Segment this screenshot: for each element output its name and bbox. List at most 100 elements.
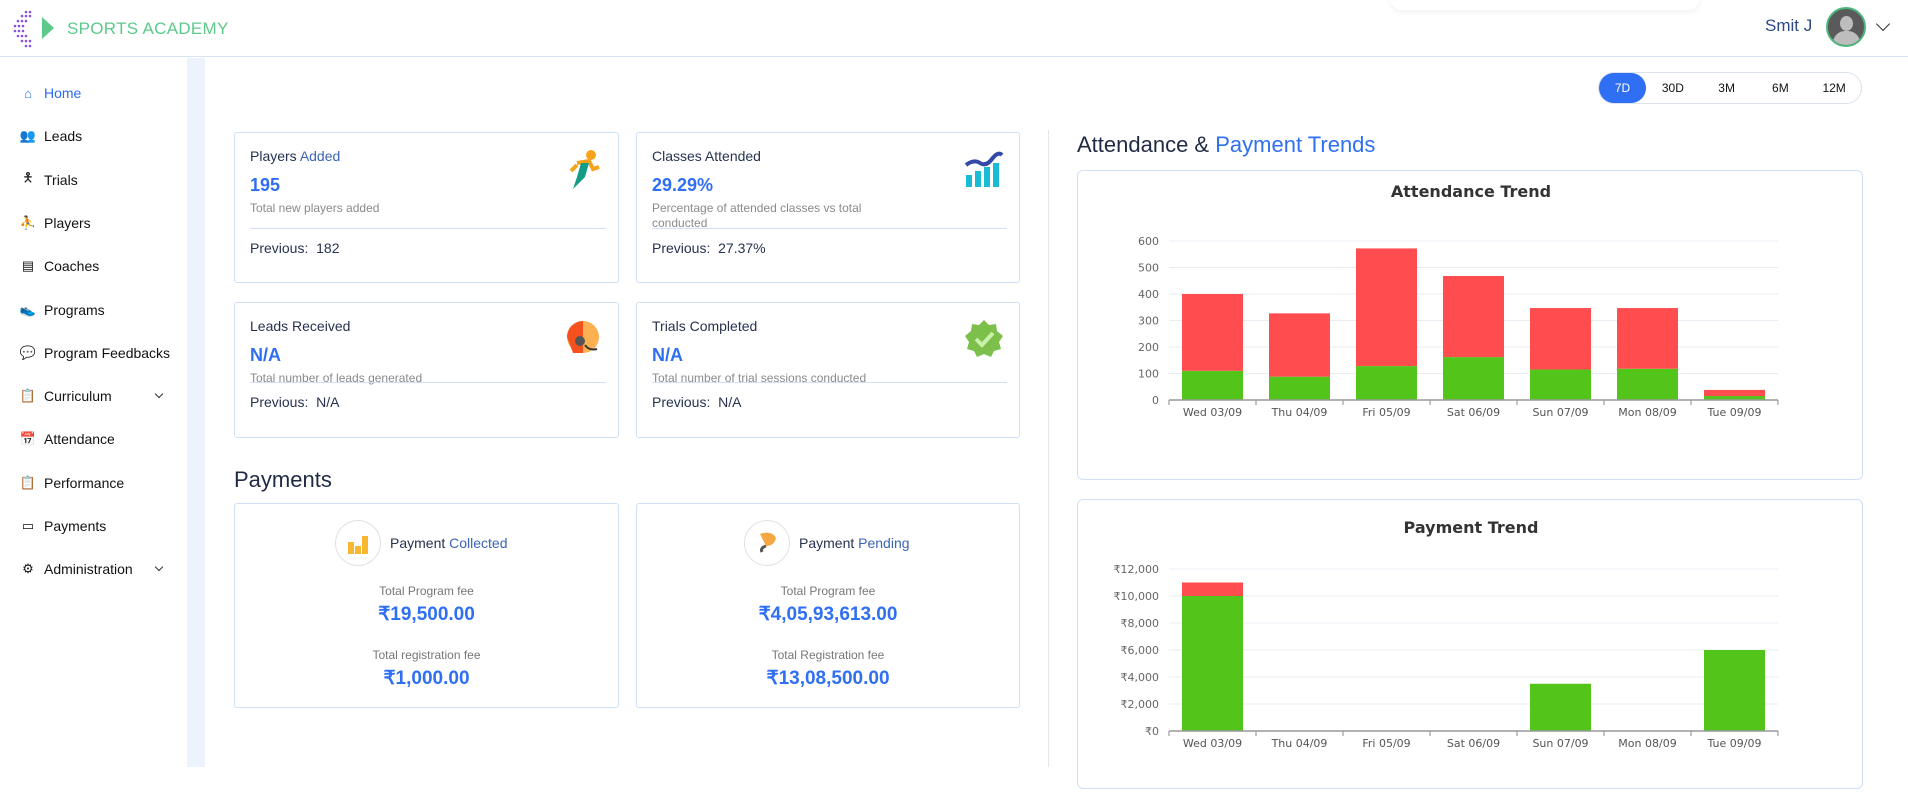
attendance-chart-card: Attendance Trend 0 100 200 300 400 500 600 Wed 0… [1077, 170, 1863, 480]
x-tick-label: Sun 07/09 [1532, 406, 1588, 419]
y-tick-label: 300 [1138, 315, 1159, 328]
x-tick-label: Wed 03/09 [1183, 737, 1242, 750]
fee-amount: ₹4,05,93,613.00 [758, 604, 898, 625]
stat-value: 29.29% [652, 175, 714, 195]
sidebar-item-program-feedbacks[interactable]: 💬 Program Feedbacks [20, 345, 170, 361]
bar-segment [1704, 389, 1765, 397]
previous-label: Previous: [652, 240, 711, 256]
sidebar-item-players[interactable]: ⛹ Players [20, 215, 91, 231]
y-tick-label: 0 [1152, 394, 1159, 407]
filter-6m[interactable]: 6M [1772, 81, 1789, 95]
x-tick-label: Sat 06/09 [1447, 406, 1500, 419]
x-tick-label: Thu 04/09 [1271, 406, 1328, 419]
chevron-down-icon[interactable] [1875, 16, 1891, 32]
y-tick-label: 100 [1138, 368, 1159, 381]
sidebar-item-performance[interactable]: 📋 Performance [20, 475, 124, 491]
stat-description: Percentage of attended classes vs total … [652, 201, 862, 230]
bar-segment [1356, 248, 1417, 367]
x-tick-label: Thu 04/09 [1271, 737, 1328, 750]
chevron-down-icon[interactable] [154, 563, 164, 572]
floating-panel [1390, 0, 1700, 10]
admin-icon: ⚙ [22, 561, 34, 577]
previous-value: 182 [316, 240, 340, 256]
sidebar-item-label: Leads [44, 128, 83, 145]
sidebar-divider [187, 58, 205, 767]
players-icon: ⛹ [19, 214, 37, 230]
filter-3m[interactable]: 3M [1718, 81, 1735, 95]
payment-title-text: Payment [799, 535, 855, 551]
sidebar-item-label: Coaches [44, 258, 100, 275]
bar-segment [1269, 376, 1330, 400]
stat-title-text: Trials Completed [652, 318, 758, 334]
stat-title: Leads Received [250, 318, 350, 334]
stat-description: Total number of leads generated [250, 371, 423, 385]
fee-amount: ₹1,000.00 [383, 668, 470, 689]
sidebar-item-programs[interactable]: 👟 Programs [20, 302, 105, 318]
sidebar-item-label: Curriculum [44, 388, 112, 405]
x-tick-label: Mon 08/09 [1618, 406, 1676, 419]
previous-value: N/A [718, 394, 742, 410]
chart-title: Attendance Trend [1391, 182, 1551, 201]
bar-segment [1617, 308, 1678, 369]
chart-title: Payment Trend [1404, 518, 1539, 537]
sidebar-item-coaches[interactable]: ▤ Coaches [20, 258, 99, 274]
stat-card: Trials Completed N/A Total number of tri… [636, 302, 1020, 438]
trends-heading-accent: Payment Trends [1215, 132, 1376, 157]
avatar[interactable] [1826, 7, 1866, 47]
stat-title: Classes Attended [652, 148, 761, 164]
coaches-icon: ▤ [21, 258, 35, 274]
sidebar-item-curriculum[interactable]: 📋 Curriculum [19, 388, 164, 405]
y-tick-label: ₹0 [1145, 725, 1159, 738]
stat-previous: Previous: N/A [250, 394, 339, 410]
bar-segment [1182, 596, 1243, 731]
sidebar-item-label: Programs [44, 301, 105, 318]
home-icon: ⌂ [24, 85, 32, 101]
x-tick-label: Tue 09/09 [1707, 406, 1762, 419]
sidebar: ⌂ Home 👥 Leads 🯅 Trials ⛹ Players ▤ Coac… [0, 58, 187, 767]
fee-label: Total registration fee [372, 648, 481, 662]
sidebar-item-administration[interactable]: ⚙ Administration [20, 561, 164, 578]
programs-icon: 👟 [19, 301, 37, 317]
stat-previous: Previous: 27.37% [652, 240, 766, 256]
curriculum-icon: 📋 [19, 388, 37, 404]
y-tick-label: ₹2,000 [1121, 698, 1160, 711]
y-tick-label: ₹12,000 [1114, 563, 1160, 576]
x-tick-label: Sat 06/09 [1447, 737, 1500, 750]
trials-icon: 🯅 [22, 169, 34, 185]
logo-icon [13, 10, 54, 48]
runner-icon [563, 149, 603, 189]
sidebar-item-home[interactable]: ⌂ Home [20, 85, 81, 101]
bar-segment [1443, 275, 1504, 358]
sidebar-item-leads[interactable]: 👥 Leads [20, 128, 82, 144]
y-tick-label: 200 [1138, 341, 1159, 354]
stat-title: Trials Completed [652, 318, 757, 334]
sidebar-item-label: Administration [44, 561, 133, 578]
card-divider [652, 228, 1007, 229]
bar-segment [1530, 308, 1591, 370]
sidebar-item-attendance[interactable]: 📅 Attendance [20, 431, 115, 447]
sidebar-item-label: Players [44, 214, 91, 231]
sidebar-item-payments[interactable]: ▭ Payments [20, 518, 106, 534]
y-tick-label: ₹10,000 [1114, 590, 1160, 603]
payment-chart: Payment Trend ₹0 ₹2,000 ₹4,000 ₹6,000 ₹8,000 ₹… [1114, 518, 1779, 750]
card-divider [250, 382, 606, 383]
sidebar-item-trials[interactable]: 🯅 Trials [20, 169, 77, 188]
filter-12m[interactable]: 12M [1822, 81, 1846, 95]
user-name[interactable]: Smit J [1765, 16, 1813, 35]
clipboard-icon: 📋 [19, 474, 37, 490]
payment-title-text: Payment [390, 535, 446, 551]
chevron-down-icon[interactable] [154, 389, 164, 399]
sidebar-item-label: Program Feedbacks [44, 344, 171, 361]
x-tick-label: Tue 09/09 [1707, 737, 1762, 750]
stat-title: Players Added [250, 148, 340, 164]
x-tick-label: Mon 08/09 [1618, 737, 1676, 750]
trends-heading: Attendance & Payment Trends [1077, 132, 1375, 158]
fee-label: Total Program fee [379, 584, 474, 598]
hand-coin-icon [744, 520, 790, 566]
leads-icon: 👥 [19, 128, 37, 144]
stat-value: 195 [250, 175, 281, 195]
filter-7d[interactable]: 7D [1599, 73, 1646, 103]
stat-title-text: Classes Attended [652, 148, 761, 164]
trends-heading-part: Attendance & [1077, 132, 1210, 157]
filter-30d[interactable]: 30D [1661, 81, 1684, 95]
